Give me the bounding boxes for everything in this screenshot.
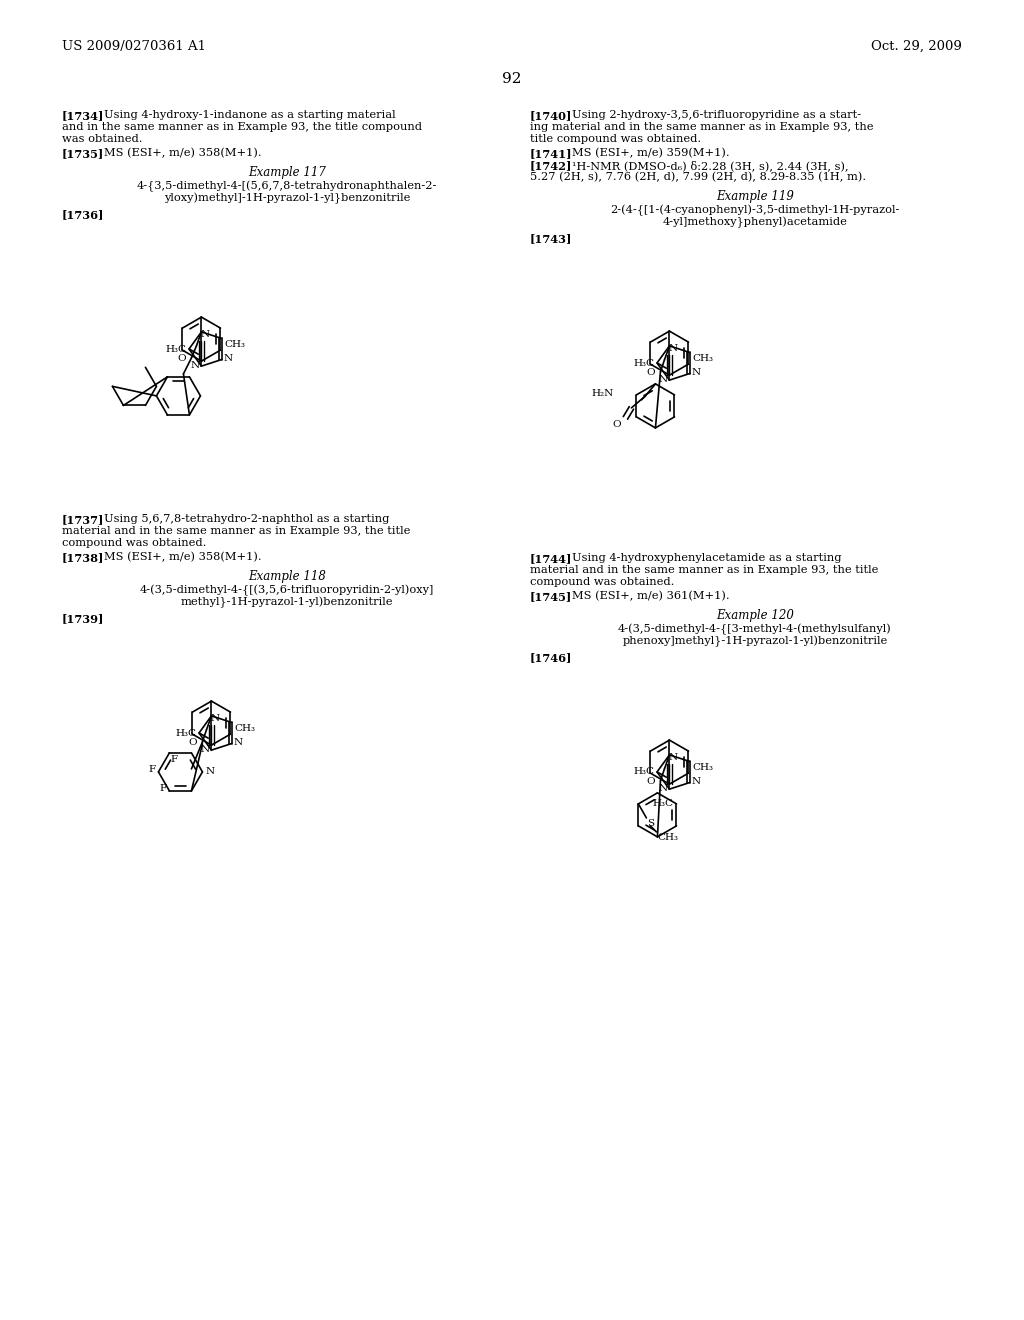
- Text: [1736]: [1736]: [62, 209, 104, 220]
- Text: Using 2-hydroxy-3,5,6-trifluoropyridine as a start-: Using 2-hydroxy-3,5,6-trifluoropyridine …: [572, 110, 861, 120]
- Text: H₃C: H₃C: [633, 767, 654, 776]
- Text: O: O: [188, 738, 198, 747]
- Text: Example 117: Example 117: [248, 166, 326, 180]
- Text: 4-(3,5-dimethyl-4-{[3-methyl-4-(methylsulfanyl): 4-(3,5-dimethyl-4-{[3-methyl-4-(methylsu…: [618, 624, 892, 635]
- Text: N: N: [206, 767, 215, 776]
- Text: [1741]: [1741]: [530, 148, 572, 158]
- Text: MS (ESI+, m/e) 358(M+1).: MS (ESI+, m/e) 358(M+1).: [104, 148, 261, 158]
- Text: Example 120: Example 120: [716, 609, 794, 622]
- Text: Using 5,6,7,8-tetrahydro-2-naphthol as a starting: Using 5,6,7,8-tetrahydro-2-naphthol as a…: [104, 513, 389, 524]
- Text: Example 118: Example 118: [248, 570, 326, 583]
- Text: US 2009/0270361 A1: US 2009/0270361 A1: [62, 40, 206, 53]
- Text: MS (ESI+, m/e) 359(M+1).: MS (ESI+, m/e) 359(M+1).: [572, 148, 730, 158]
- Text: phenoxy]methyl}-1H-pyrazol-1-yl)benzonitrile: phenoxy]methyl}-1H-pyrazol-1-yl)benzonit…: [623, 636, 888, 647]
- Text: N: N: [669, 754, 678, 762]
- Text: Using 4-hydroxyphenylacetamide as a starting: Using 4-hydroxyphenylacetamide as a star…: [572, 553, 842, 564]
- Text: [1734]: [1734]: [62, 110, 104, 121]
- Text: CH₃: CH₃: [234, 725, 256, 734]
- Text: material and in the same manner as in Example 93, the title: material and in the same manner as in Ex…: [530, 565, 879, 576]
- Text: CH₃: CH₃: [224, 341, 246, 350]
- Text: H₃C: H₃C: [175, 729, 196, 738]
- Text: [1739]: [1739]: [62, 612, 104, 624]
- Text: compound was obtained.: compound was obtained.: [530, 577, 675, 587]
- Text: N: N: [211, 714, 219, 723]
- Text: N: N: [669, 345, 678, 354]
- Text: 4-(3,5-dimethyl-4-{[(3,5,6-trifluoropyridin-2-yl)oxy]: 4-(3,5-dimethyl-4-{[(3,5,6-trifluoropyri…: [140, 585, 434, 597]
- Text: F: F: [170, 755, 177, 764]
- Text: F: F: [148, 764, 156, 774]
- Text: H₃C: H₃C: [633, 359, 654, 367]
- Text: O: O: [647, 368, 655, 378]
- Text: 92: 92: [502, 73, 522, 86]
- Text: S: S: [647, 818, 654, 828]
- Text: O: O: [647, 777, 655, 787]
- Text: 4-yl]methoxy}phenyl)acetamide: 4-yl]methoxy}phenyl)acetamide: [663, 216, 848, 228]
- Text: [1745]: [1745]: [530, 591, 572, 602]
- Text: H₃C: H₃C: [165, 345, 186, 354]
- Text: CH₃: CH₃: [692, 763, 714, 772]
- Text: N: N: [658, 375, 668, 384]
- Text: [1744]: [1744]: [530, 553, 572, 564]
- Text: CH₃: CH₃: [657, 833, 678, 842]
- Text: Oct. 29, 2009: Oct. 29, 2009: [871, 40, 962, 53]
- Text: 4-{3,5-dimethyl-4-[(5,6,7,8-tetrahydronaphthalen-2-: 4-{3,5-dimethyl-4-[(5,6,7,8-tetrahydrona…: [137, 181, 437, 193]
- Text: F: F: [160, 784, 167, 793]
- Text: N: N: [190, 360, 200, 370]
- Text: [1738]: [1738]: [62, 552, 104, 564]
- Text: ¹H-NMR (DMSO-d₆) δ:2.28 (3H, s), 2.44 (3H, s),: ¹H-NMR (DMSO-d₆) δ:2.28 (3H, s), 2.44 (3…: [572, 160, 849, 170]
- Text: title compound was obtained.: title compound was obtained.: [530, 135, 701, 144]
- Text: [1742]: [1742]: [530, 160, 572, 172]
- Text: [1746]: [1746]: [530, 652, 572, 663]
- Text: compound was obtained.: compound was obtained.: [62, 539, 207, 548]
- Text: H₃C: H₃C: [652, 800, 674, 808]
- Text: N: N: [658, 784, 668, 792]
- Text: N: N: [691, 777, 700, 787]
- Text: O: O: [612, 420, 622, 429]
- Text: Using 4-hydroxy-1-indanone as a starting material: Using 4-hydroxy-1-indanone as a starting…: [104, 110, 395, 120]
- Text: and in the same manner as in Example 93, the title compound: and in the same manner as in Example 93,…: [62, 121, 422, 132]
- Text: N: N: [223, 354, 232, 363]
- Text: MS (ESI+, m/e) 358(M+1).: MS (ESI+, m/e) 358(M+1).: [104, 552, 261, 562]
- Text: methyl}-1H-pyrazol-1-yl)benzonitrile: methyl}-1H-pyrazol-1-yl)benzonitrile: [181, 597, 393, 609]
- Text: N: N: [201, 744, 210, 754]
- Text: was obtained.: was obtained.: [62, 135, 142, 144]
- Text: MS (ESI+, m/e) 361(M+1).: MS (ESI+, m/e) 361(M+1).: [572, 591, 730, 602]
- Text: 2-(4-{[1-(4-cyanophenyl)-3,5-dimethyl-1H-pyrazol-: 2-(4-{[1-(4-cyanophenyl)-3,5-dimethyl-1H…: [610, 205, 900, 216]
- Text: yloxy)methyl]-1H-pyrazol-1-yl}benzonitrile: yloxy)methyl]-1H-pyrazol-1-yl}benzonitri…: [164, 193, 411, 205]
- Text: CH₃: CH₃: [692, 354, 714, 363]
- Text: [1737]: [1737]: [62, 513, 104, 525]
- Text: N: N: [201, 330, 210, 339]
- Text: material and in the same manner as in Example 93, the title: material and in the same manner as in Ex…: [62, 525, 411, 536]
- Text: ing material and in the same manner as in Example 93, the: ing material and in the same manner as i…: [530, 121, 873, 132]
- Text: [1740]: [1740]: [530, 110, 572, 121]
- Text: Example 119: Example 119: [716, 190, 794, 203]
- Text: H₂N: H₂N: [591, 389, 613, 399]
- Text: 5.27 (2H, s), 7.76 (2H, d), 7.99 (2H, d), 8.29-8.35 (1H, m).: 5.27 (2H, s), 7.76 (2H, d), 7.99 (2H, d)…: [530, 172, 866, 182]
- Text: N: N: [691, 368, 700, 378]
- Text: N: N: [233, 738, 243, 747]
- Text: [1743]: [1743]: [530, 234, 572, 244]
- Text: [1735]: [1735]: [62, 148, 104, 158]
- Text: O: O: [178, 354, 186, 363]
